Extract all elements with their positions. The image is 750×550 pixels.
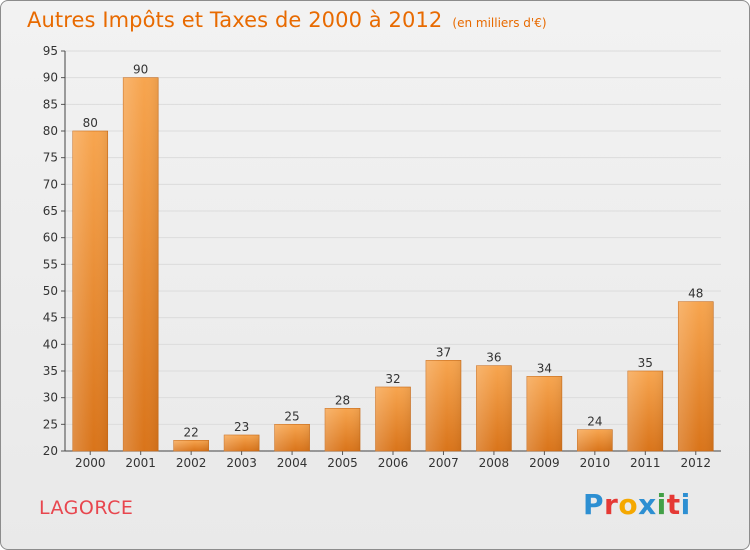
proxiti-logo: Proxiti	[583, 488, 691, 521]
x-tick-label: 2010	[580, 456, 611, 470]
bar-2008	[476, 365, 512, 452]
y-tick-label: 30	[43, 391, 58, 405]
y-tick-label: 35	[43, 364, 58, 378]
y-tick-label: 75	[43, 151, 58, 165]
x-tick-label: 2007	[428, 456, 459, 470]
bar-2000	[72, 130, 109, 452]
y-tick-label: 45	[43, 311, 58, 325]
x-tick-label: 2012	[680, 456, 711, 470]
chart-title: Autres Impôts et Taxes de 2000 à 2012 (en…	[27, 8, 547, 32]
y-tick-label: 55	[43, 257, 58, 271]
bar-value-label: 23	[234, 420, 249, 434]
chart-subtitle: (en milliers d'€)	[452, 16, 547, 30]
logo-letter: o	[618, 488, 639, 521]
y-tick-label: 80	[43, 124, 58, 138]
y-tick-label: 40	[43, 337, 58, 351]
y-tick-label: 70	[43, 177, 58, 191]
y-tick-label: 95	[43, 44, 58, 58]
x-tick-label: 2001	[125, 456, 156, 470]
y-tick-label: 85	[43, 97, 58, 111]
x-tick-label: 2002	[176, 456, 207, 470]
logo-letter: i	[656, 488, 667, 521]
bar-2009	[526, 376, 563, 452]
bar-2012	[677, 301, 714, 452]
y-tick-label: 60	[43, 231, 58, 245]
logo-letter: x	[638, 488, 657, 521]
bar-value-label: 22	[184, 425, 199, 439]
labels: 20 25 30 35 40 45 50 55 60 65 70 75 80 85 90 95 2000 80 20…	[43, 44, 711, 470]
bar-value-label: 35	[638, 356, 653, 370]
chart-title-text: Autres Impôts et Taxes de 2000 à 2012	[27, 8, 443, 32]
y-tick-label: 25	[43, 417, 58, 431]
bar-value-label: 90	[133, 63, 148, 77]
y-tick-label: 90	[43, 71, 58, 85]
x-tick-label: 2008	[479, 456, 510, 470]
bar-2003	[223, 434, 260, 452]
bar-2011	[627, 370, 664, 452]
bar-2007	[425, 360, 462, 452]
bar-value-label: 37	[436, 345, 451, 359]
bar-value-label: 32	[385, 372, 400, 386]
bar-2001	[122, 77, 159, 452]
bar-2002	[173, 440, 209, 452]
bar-value-label: 24	[587, 415, 602, 429]
bar-2004	[274, 424, 310, 452]
bar-2006	[375, 386, 411, 452]
x-tick-label: 2003	[226, 456, 257, 470]
logo-letter: i	[680, 488, 691, 521]
logo-letter: P	[583, 488, 605, 521]
place-name: LAGORCE	[39, 497, 134, 519]
bar-2005	[324, 408, 361, 452]
bar-value-label: 25	[284, 409, 299, 423]
bar-value-label: 34	[537, 361, 552, 375]
y-tick-label: 65	[43, 204, 58, 218]
x-tick-label: 2004	[277, 456, 308, 470]
bar-value-label: 48	[688, 287, 703, 301]
x-tick-label: 2009	[529, 456, 560, 470]
x-tick-label: 2006	[378, 456, 409, 470]
x-tick-label: 2000	[75, 456, 106, 470]
bar-value-label: 80	[83, 116, 98, 130]
logo-letter: t	[666, 488, 681, 521]
x-tick-label: 2005	[327, 456, 358, 470]
y-tick-label: 50	[43, 284, 58, 298]
logo-letter: r	[604, 488, 619, 521]
x-tick-label: 2011	[630, 456, 661, 470]
bar-2010	[577, 429, 613, 452]
bar-value-label: 28	[335, 393, 350, 407]
y-tick-label: 20	[43, 444, 58, 458]
bar-value-label: 36	[486, 351, 501, 365]
